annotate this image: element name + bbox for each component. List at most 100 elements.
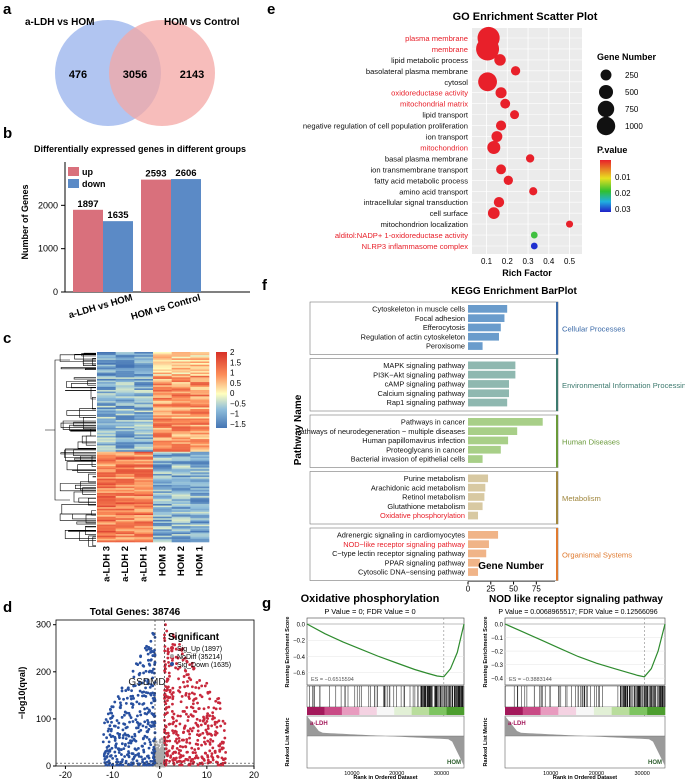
- volcano-point-up: [205, 720, 209, 723]
- volcano-point-up: [171, 722, 175, 726]
- heatmap-cell: [190, 426, 210, 429]
- heatmap-cell: [115, 383, 135, 386]
- volcano-legend: Significant Sig_Up (1897) NoDiff (35214)…: [168, 632, 231, 669]
- heatmap-cell: [115, 505, 135, 508]
- volcano-point-down: [124, 761, 128, 765]
- heatmap-cell: [115, 388, 135, 391]
- volcano-point-down: [143, 734, 147, 738]
- heatmap-cell: [97, 462, 116, 465]
- kegg-pathway-label: Cytoskeleton in muscle cells: [372, 305, 465, 314]
- heatmap-cell: [134, 486, 154, 489]
- heatmap-cell: [171, 435, 191, 438]
- heatmap-cell: [97, 390, 116, 392]
- volcano-point-up: [174, 739, 177, 743]
- heatmap-cell: [97, 530, 116, 533]
- heatmap-cell: [134, 432, 154, 435]
- heatmap-cell: [134, 429, 154, 432]
- volcano-point-nodiff: [157, 748, 160, 752]
- heatmap-cell: [171, 448, 191, 451]
- heatmap-cell: [190, 442, 210, 445]
- heatmap-cell: [115, 394, 135, 397]
- heatmap-cell: [115, 437, 135, 440]
- volcano-point-up: [167, 734, 171, 738]
- volcano-point-up: [185, 660, 189, 664]
- heatmap-cell: [97, 416, 116, 419]
- volcano-point-down: [145, 730, 149, 734]
- volcano-point-down: [146, 718, 149, 722]
- volcano-point-down: [149, 743, 153, 747]
- heatmap-cell: [115, 352, 135, 354]
- heatmap-cell: [97, 443, 116, 446]
- heatmap-cell: [115, 377, 135, 380]
- heatmap-cell: [153, 377, 172, 380]
- kegg-pathway-label: Cytosolic DNA−sensing pathway: [358, 568, 465, 577]
- heatmap-cell: [97, 508, 116, 511]
- go-term-label: mitochondrion localization: [381, 220, 468, 229]
- heatmap-cell: [171, 526, 191, 529]
- volcano-point-up: [165, 739, 169, 743]
- heatmap-cell: [190, 397, 210, 400]
- kegg-pathway-label: Retinol metabolism: [402, 493, 465, 502]
- kegg-bar: [468, 314, 505, 322]
- gsea-xtick-label: 20000: [589, 771, 604, 777]
- volcano-point-down: [142, 664, 146, 668]
- volcano-point-down: [120, 753, 123, 756]
- volcano-point-down: [145, 706, 149, 710]
- volcano-point-down: [105, 736, 109, 740]
- heatmap-cell: [115, 409, 135, 411]
- heatmap-cell: [190, 377, 210, 380]
- heatmap-cell: [171, 353, 191, 356]
- volcano-point-up: [211, 714, 215, 718]
- heatmap-cell: [153, 432, 172, 435]
- volcano-point-up: [203, 736, 206, 740]
- heatmap-cells: [97, 352, 210, 543]
- kegg-pathway-label: Arachidonic acid metabolism: [371, 483, 465, 492]
- heatmap-cell: [171, 532, 191, 535]
- heatmap-cell: [171, 523, 191, 525]
- heatmap-cell: [115, 497, 135, 500]
- volcano-point-down: [111, 763, 115, 767]
- volcano-point-up: [212, 706, 216, 710]
- heatmap-cell: [115, 515, 135, 517]
- heatmap-cell: [153, 524, 172, 527]
- gsea-ylabel-bottom: Ranked List Metric: [285, 718, 291, 767]
- heatmap-cell: [171, 485, 191, 487]
- volcano-point-down: [130, 752, 134, 755]
- heatmap-cell: [134, 529, 154, 532]
- gsea-rank-strip: [593, 707, 612, 715]
- volcano-point-up: [217, 719, 221, 723]
- heatmap-cell: [97, 429, 116, 432]
- gsea-es-frame: [504, 617, 666, 686]
- volcano-point-down: [137, 683, 141, 686]
- heatmap-cell: [115, 363, 135, 365]
- volcano-point-up: [211, 717, 214, 721]
- go-title: GO Enrichment Scatter Plot: [453, 11, 598, 23]
- heatmap-cell: [97, 394, 116, 397]
- volcano-point-up: [196, 743, 200, 746]
- heatmap-cell: [171, 480, 191, 483]
- heatmap-cell: [115, 499, 135, 502]
- heatmap-cell: [115, 478, 135, 481]
- heatmap-cell: [97, 364, 116, 367]
- heatmap-cell: [153, 402, 172, 405]
- volcano-point-up: [188, 741, 192, 745]
- volcano-point-up: [163, 728, 167, 732]
- heatmap-cell: [190, 478, 210, 481]
- heatmap-cell: [190, 361, 210, 364]
- volcano-point-down: [152, 752, 156, 756]
- gsea-hit-ticks: [504, 686, 666, 707]
- heatmap-cell: [190, 508, 210, 511]
- heatmap-cell: [171, 428, 191, 430]
- volcano-point-down: [144, 725, 148, 729]
- heatmap-column-label: HOM 1: [195, 545, 206, 576]
- volcano-point-up: [191, 714, 195, 718]
- volcano-point-down: [141, 694, 144, 698]
- heatmap-cell: [134, 532, 154, 535]
- volcano-point-down: [113, 700, 117, 704]
- volcano-point-down: [149, 650, 152, 654]
- colorbar-tick-label: 2: [230, 348, 235, 357]
- volcano-point-up: [219, 724, 223, 728]
- heatmap-cell: [134, 534, 154, 536]
- gsea-ylabel-top: Running Enrichment Score: [285, 617, 291, 688]
- heatmap-cell: [171, 443, 191, 446]
